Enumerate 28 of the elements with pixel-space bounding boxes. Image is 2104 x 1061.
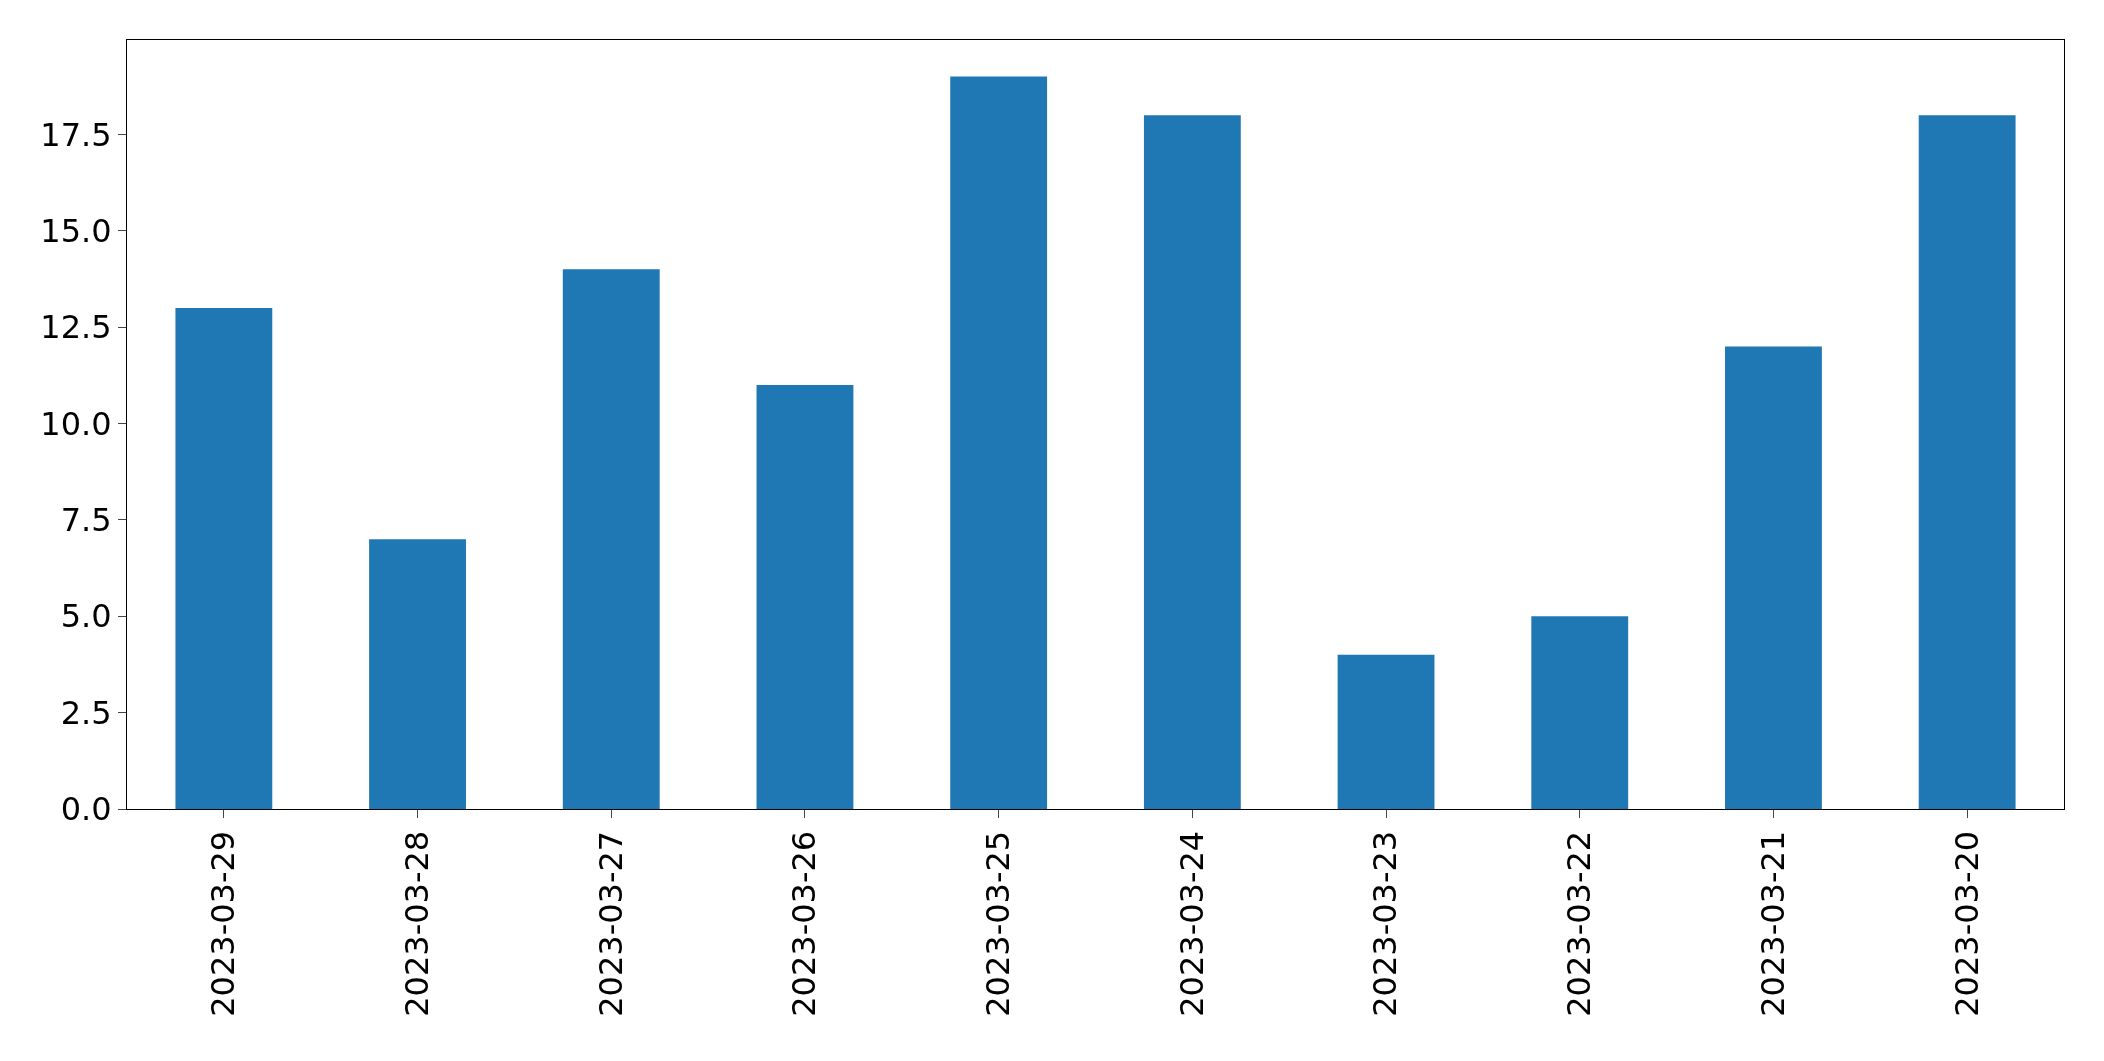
y-tick-label: 7.5 (60, 501, 112, 540)
x-tick-label: 2023-03-28 (397, 830, 436, 1017)
bar (175, 307, 273, 809)
bar (562, 269, 660, 809)
y-tick-label: 15.0 (40, 212, 112, 250)
bar (1918, 115, 2016, 809)
y-tick-label: 17.5 (40, 115, 112, 154)
x-tick-label: 2023-03-21 (1753, 830, 1792, 1017)
y-tick-label: 10.0 (40, 404, 112, 443)
bar (756, 384, 854, 809)
bar (1531, 616, 1629, 809)
bar (1143, 115, 1241, 809)
x-tick-label: 2023-03-25 (979, 830, 1018, 1017)
y-tick-label: 2.5 (60, 693, 112, 732)
bar (950, 76, 1048, 809)
bar (1337, 654, 1435, 809)
x-tick-label: 2023-03-20 (1947, 830, 1986, 1017)
y-tick-label: 12.5 (40, 308, 112, 347)
x-tick-label: 2023-03-29 (204, 830, 243, 1017)
x-tick-label: 2023-03-26 (785, 830, 824, 1017)
x-tick-label: 2023-03-22 (1560, 830, 1599, 1017)
y-tick-label: 5.0 (60, 597, 112, 636)
x-tick-label: 2023-03-27 (591, 830, 630, 1017)
y-tick-label: 0.0 (60, 790, 112, 829)
x-tick-label: 2023-03-23 (1366, 830, 1405, 1017)
bar (369, 539, 466, 809)
x-tick-label: 2023-03-24 (1172, 830, 1211, 1017)
bar (1725, 346, 1822, 809)
